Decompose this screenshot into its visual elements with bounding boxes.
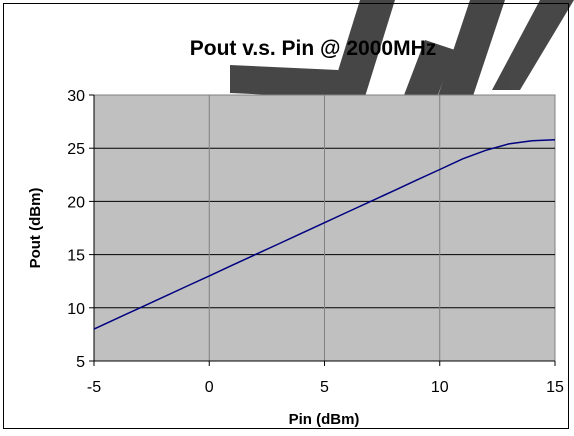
x-tick-label: 10 — [431, 379, 449, 396]
gridlines — [94, 95, 555, 361]
y-tick-label: 5 — [76, 354, 85, 371]
x-tick-label: 0 — [205, 379, 214, 396]
axes — [89, 94, 556, 366]
y-tick-label: 25 — [67, 141, 85, 158]
chart-title: Pout v.s. Pin @ 2000MHz — [190, 37, 436, 60]
series-line — [93, 138, 556, 330]
x-tick-label: 15 — [546, 379, 564, 396]
y-tick-label: 15 — [67, 248, 85, 265]
x-tick-label: -5 — [87, 379, 101, 396]
y-tick-label: 20 — [67, 194, 85, 211]
y-axis-label: Pout (dBm) — [27, 188, 44, 269]
tick-labels: 5 10 15 20 25 30 -5 0 5 10 15 — [67, 88, 564, 396]
y-tick-label: 10 — [67, 301, 85, 318]
x-axis-label: Pin (dBm) — [289, 411, 360, 428]
y-tick-label: 30 — [67, 88, 85, 105]
series-layer — [93, 138, 556, 330]
x-tick-label: 5 — [320, 379, 329, 396]
